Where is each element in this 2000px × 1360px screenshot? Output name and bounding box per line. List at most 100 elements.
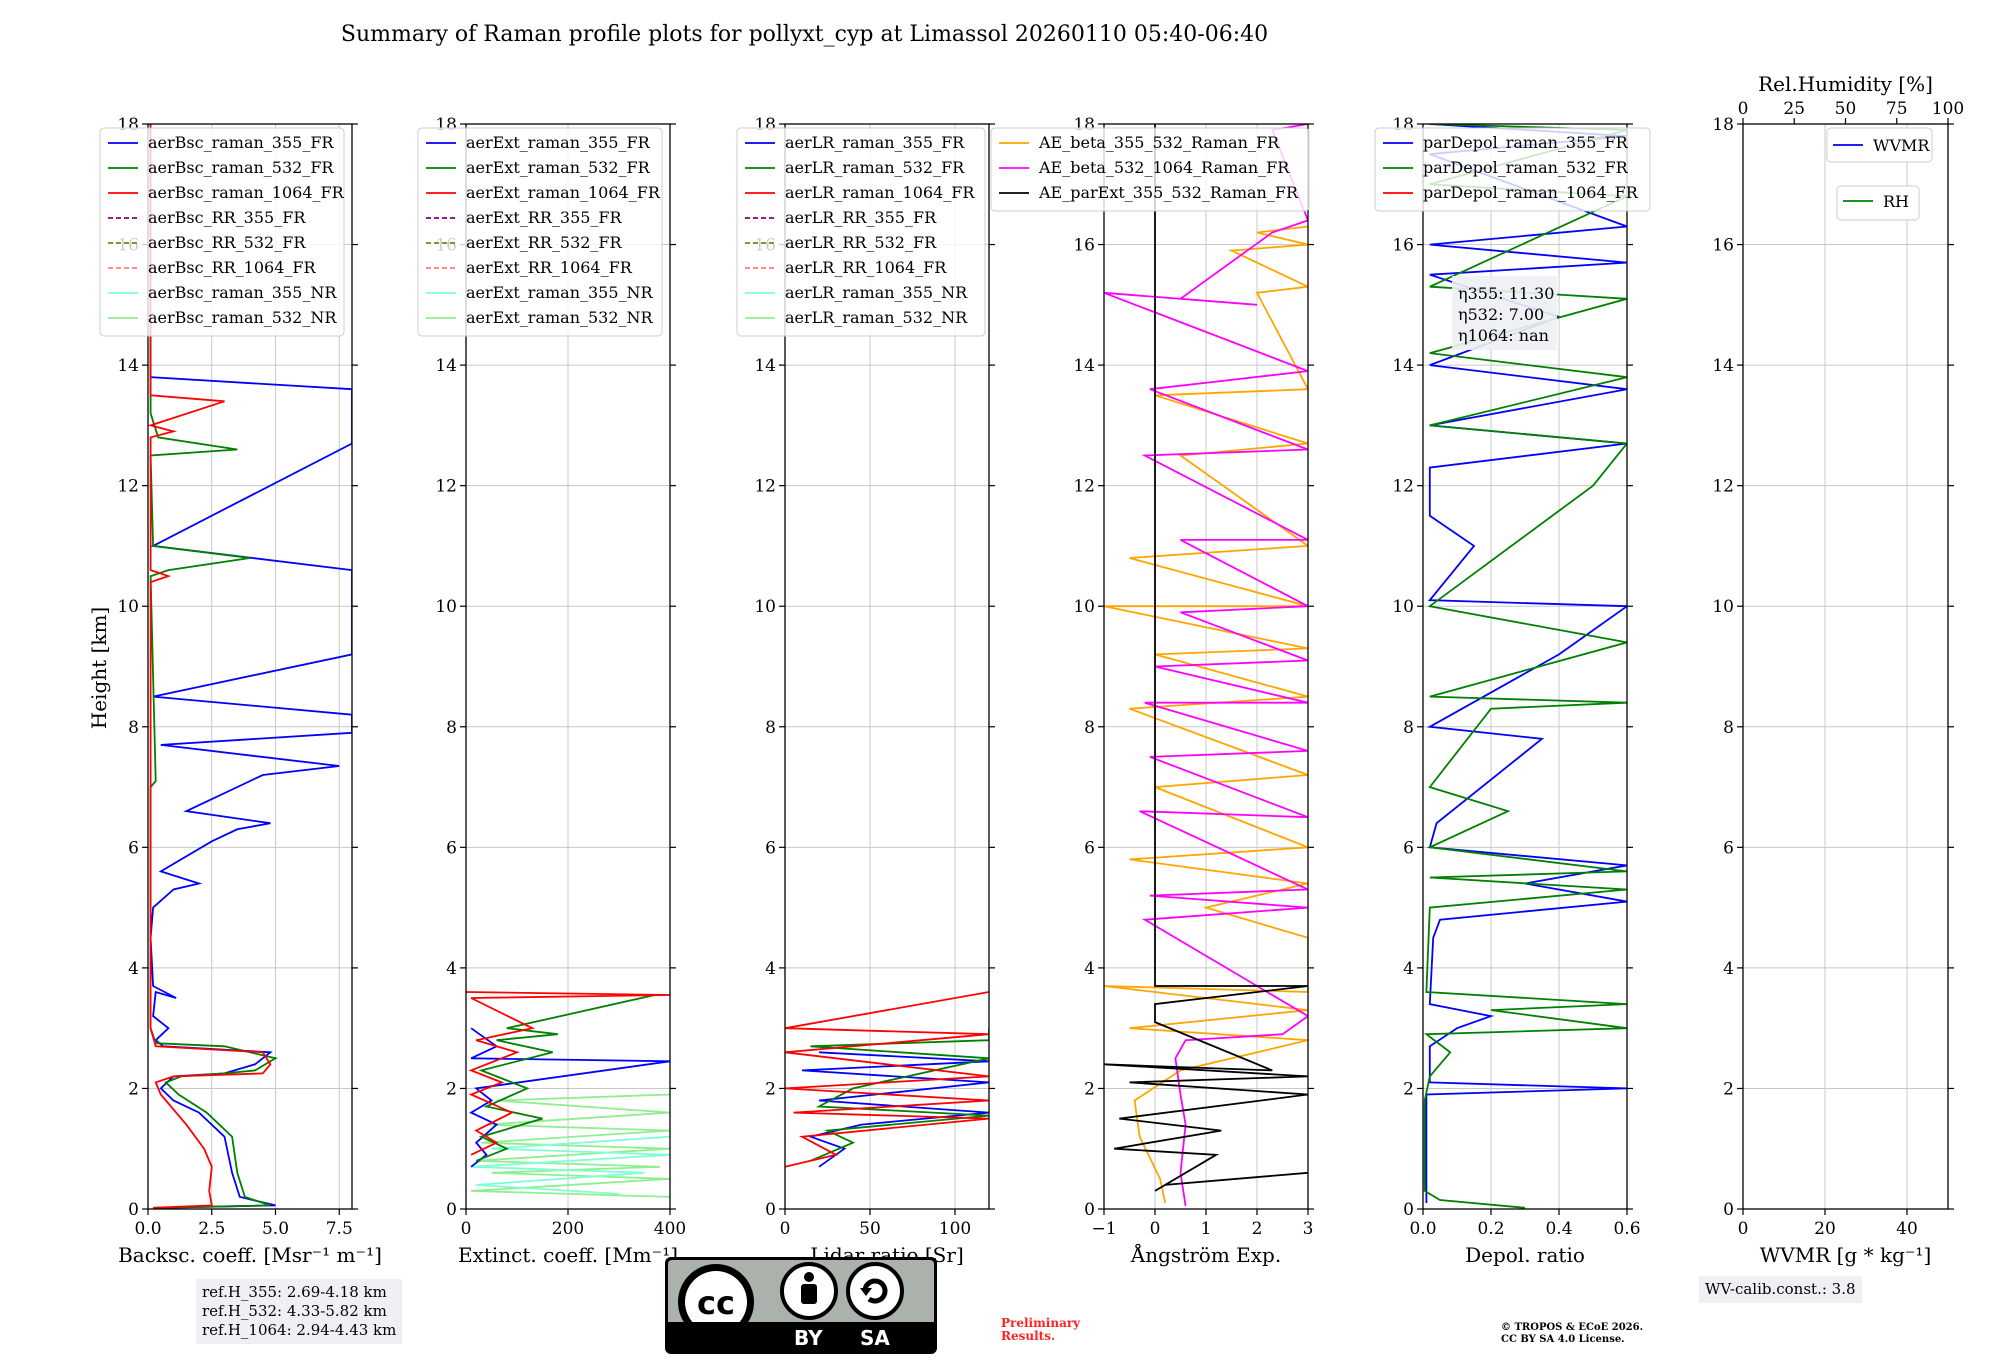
series-parDepol_raman_355_FR [1425, 124, 1627, 1203]
series-aerLR_raman_1064_FR [785, 991, 989, 1168]
panel-1-frame [147, 123, 353, 1210]
panel-3-ytick-label: 10 [754, 597, 776, 617]
figure-title: Summary of Raman profile plots for polly… [340, 22, 1269, 47]
panel-3-xtick-label: 50 [859, 1219, 881, 1239]
panel-2-ytick-label: 8 [446, 718, 457, 738]
panel-3-ytick-label: 12 [754, 477, 776, 497]
series-aerBsc_raman_355_FR [149, 124, 352, 1209]
panel-2-legend-box [417, 127, 663, 337]
panel-1-ytick-label: 14 [117, 356, 139, 376]
panel-5-ytick-label: 14 [1392, 356, 1414, 376]
preliminary-line-2: Results. [1001, 1329, 1056, 1343]
panel-1-legend-entry: aerBsc_RR_355_FR [148, 208, 306, 227]
panel-6-x2tick-label: 0 [1738, 99, 1749, 119]
cc-sa-label: SA [860, 1326, 890, 1350]
panel-5-legend-entry: parDepol_raman_355_FR [1423, 133, 1629, 152]
panel-6-legend2-entry: RH [1883, 192, 1909, 211]
panel-1-ytick-label: 2 [128, 1079, 139, 1099]
panel-6-ytick-label: 4 [1723, 959, 1734, 979]
panel-5-ytick-label: 10 [1392, 597, 1414, 617]
panel-6-x2tick-label: 25 [1783, 99, 1805, 119]
panel-4-legend-box [990, 127, 1310, 212]
panel-3-ytick-label: 6 [765, 838, 776, 858]
panel-4-ytick-label: 6 [1084, 838, 1095, 858]
panel-1-xtick-label: 2.5 [198, 1219, 225, 1239]
panel-6-xtick-label: 40 [1896, 1219, 1918, 1239]
panel-5-ytick-label: 0 [1403, 1200, 1414, 1220]
panel-6-x2label: Rel.Humidity [%] [1758, 72, 1933, 96]
panel-6-legend2-box [1836, 185, 1920, 221]
panel-6-xtick-label: 0 [1738, 1219, 1749, 1239]
panel-1-legend-entry: aerBsc_raman_355_FR [148, 133, 334, 152]
panel-2-legend-entry: aerExt_raman_355_FR [466, 133, 651, 152]
panel-6-ytick-label: 16 [1712, 236, 1734, 256]
panel-2-xtick-label: 400 [654, 1219, 686, 1239]
series-aerExt_raman_355_FR [469, 1027, 670, 1168]
panel-4-xtick-label: −1 [1091, 1219, 1116, 1239]
y-axis-label: Height [km] [87, 607, 111, 729]
panel-1-ytick-label: 8 [128, 718, 139, 738]
panel-5-annotation-line: η532: 7.00 [1458, 305, 1544, 324]
panel-5-frame [1422, 123, 1628, 1210]
series-aerExt_raman_1064_FR [466, 991, 670, 1156]
panel-1-ytick-label: 10 [117, 597, 139, 617]
panel-4-ytick-label: 10 [1073, 597, 1095, 617]
panel-4-legend-entry: AE_beta_532_1064_Raman_FR [1038, 158, 1290, 177]
cc-license-badge: cc BY SA [665, 1257, 937, 1354]
panel-6-ytick-label: 18 [1712, 115, 1734, 135]
copyright-note: © TROPOS & ECoE 2026. CC BY SA 4.0 Licen… [1501, 1322, 1643, 1346]
panel-5-ytick-label: 12 [1392, 477, 1414, 497]
panel-3-ytick-label: 14 [754, 356, 776, 376]
panel-6-x2tick-label: 50 [1835, 99, 1857, 119]
panel-3-xtick-label: 0 [780, 1219, 791, 1239]
panel-5-legend-entry: parDepol_raman_1064_FR [1423, 183, 1639, 202]
panel-2-xlabel: Extinct. coeff. [Mm⁻¹] [458, 1243, 678, 1267]
series-aerLR_raman_532_FR [810, 1028, 989, 1162]
panel-6-frame [1742, 123, 1949, 1210]
panel-3-legend-entry: aerLR_raman_355_NR [785, 283, 968, 302]
panel-2-legend-entry: aerExt_RR_532_FR [466, 233, 623, 252]
panel-1-ytick-label: 6 [128, 838, 139, 858]
panel-2-legend-entry: aerExt_raman_532_FR [466, 158, 651, 177]
panel-3-legend-entry: aerLR_RR_532_FR [785, 233, 937, 252]
panel-1-xtick-label: 7.5 [326, 1219, 353, 1239]
panel-2-ytick-label: 12 [435, 477, 457, 497]
panel-6-ytick-label: 2 [1723, 1079, 1734, 1099]
panel-1-xlabel: Backsc. coeff. [Msr⁻¹ m⁻¹] [118, 1243, 382, 1267]
panel-5-annotation-line: η1064: nan [1458, 326, 1549, 345]
panel-4-xtick-label: 2 [1252, 1219, 1263, 1239]
panel-2-xtick-label: 200 [552, 1219, 584, 1239]
panel-1-legend-entry: aerBsc_raman_532_NR [148, 308, 337, 327]
panel-1-legend-entry: aerBsc_RR_532_FR [148, 233, 306, 252]
copyright-line-2: CC BY SA 4.0 License. [1501, 1334, 1625, 1345]
panel-4-ytick-label: 14 [1073, 356, 1095, 376]
panel-1-ytick-label: 4 [128, 959, 139, 979]
panel-6-legend-entry: WVMR [1873, 136, 1930, 155]
panel-4-legend-entry: AE_beta_355_532_Raman_FR [1038, 133, 1280, 152]
panel-4-ytick-label: 4 [1084, 959, 1095, 979]
series-AE_parExt_355_532_Raman_FR [1104, 124, 1308, 1192]
ref-height-532: ref.H_532: 4.33-5.82 km [202, 1302, 387, 1320]
panel-3-frame [784, 123, 990, 1210]
panel-3-legend-entry: aerLR_raman_355_FR [785, 133, 965, 152]
panel-1-legend-box [99, 127, 345, 337]
panel-1-ytick-label: 12 [117, 477, 139, 497]
panel-6-ytick-label: 12 [1712, 477, 1734, 497]
panel-3-legend-entry: aerLR_RR_1064_FR [785, 258, 947, 277]
panel-4-xlabel: Ångström Exp. [1130, 1242, 1281, 1267]
panel-2-ytick-label: 6 [446, 838, 457, 858]
panel-2-ytick-label: 4 [446, 959, 457, 979]
preliminary-line-1: Preliminary [1001, 1316, 1081, 1330]
panel-3-ytick-label: 2 [765, 1079, 776, 1099]
panel-5-xtick-label: 0.6 [1613, 1219, 1640, 1239]
panel-5-ytick-label: 4 [1403, 959, 1414, 979]
panel-5-annotation-box [1452, 276, 1557, 350]
reference-height-box: ref.H_355: 2.69-4.18 km ref.H_532: 4.33-… [196, 1279, 403, 1344]
panel-4-ytick-label: 8 [1084, 718, 1095, 738]
panel-3-legend-entry: aerLR_raman_532_NR [785, 308, 968, 327]
panel-1-legend-entry: aerBsc_raman_1064_FR [148, 183, 345, 202]
panel-6-ytick-label: 0 [1723, 1200, 1734, 1220]
panel-5-xtick-label: 0.4 [1545, 1219, 1572, 1239]
panel-5-annotation-line: η355: 11.30 [1458, 284, 1554, 303]
panel-5-xtick-label: 0.2 [1477, 1219, 1504, 1239]
